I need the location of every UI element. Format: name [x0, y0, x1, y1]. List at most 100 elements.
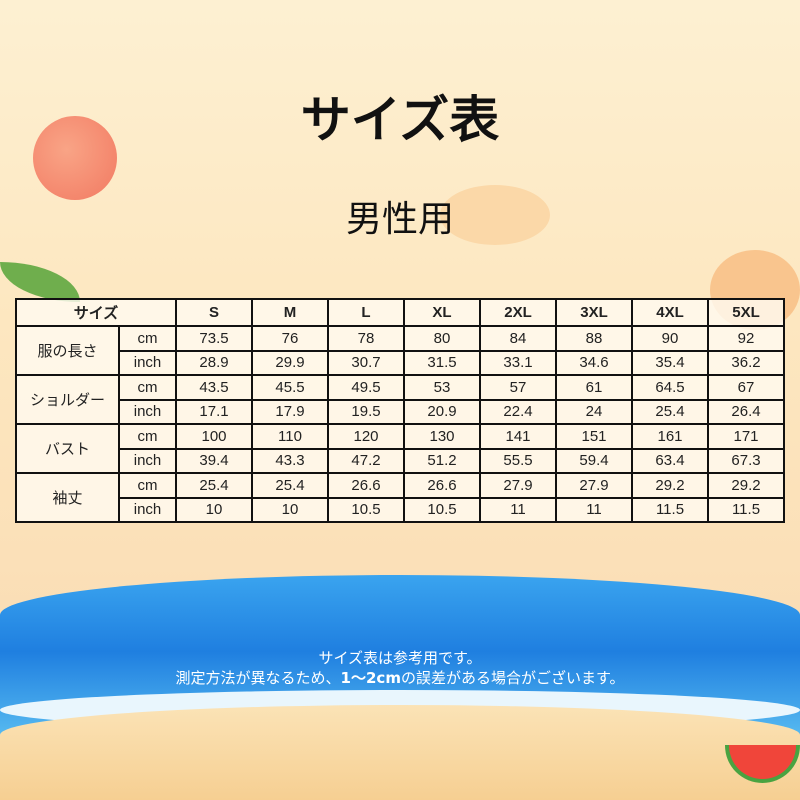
value-cell: 29.9	[251, 349, 329, 376]
value-cell: 17.9	[251, 398, 329, 425]
value-cell: 33.1	[479, 349, 557, 376]
cloud-decoration	[440, 185, 550, 245]
size-table: サイズ S M L XL 2XL 3XL 4XL 5XL 服の長さ cm 73.5 76 78 80 84…	[15, 298, 785, 523]
value-cell: 39.4	[175, 447, 253, 474]
value-cell: 36.2	[707, 349, 785, 376]
value-cell: 25.4	[631, 398, 709, 425]
unit-cell: cm	[118, 472, 177, 499]
value-cell: 88	[555, 325, 633, 352]
size-header: XL	[403, 298, 481, 327]
value-cell: 45.5	[251, 374, 329, 401]
value-cell: 26.6	[403, 472, 481, 499]
value-cell: 29.2	[631, 472, 709, 499]
table-row: inch 28.9 29.9 30.7 31.5 33.1 34.6 35.4 36.2	[16, 349, 785, 376]
table-row: inch 10 10 10.5 10.5 11 11 11.5 11.5	[16, 496, 785, 523]
value-cell: 92	[707, 325, 785, 352]
value-cell: 35.4	[631, 349, 709, 376]
note-bold: 1～2cm	[340, 669, 401, 687]
value-cell: 43.5	[175, 374, 253, 401]
value-cell: 64.5	[631, 374, 709, 401]
unit-cell: cm	[118, 374, 177, 401]
value-cell: 80	[403, 325, 481, 352]
sand-decoration	[0, 705, 800, 800]
value-cell: 11.5	[631, 496, 709, 523]
measurement-label: バスト	[15, 423, 120, 474]
value-cell: 151	[555, 423, 633, 450]
size-header: 5XL	[707, 298, 785, 327]
note-line-2: 測定方法が異なるため、1～2cmの誤差がある場合がございます。	[0, 668, 800, 688]
note-line-1: サイズ表は参考用です。	[318, 649, 482, 667]
measurement-label: 袖丈	[15, 472, 120, 523]
value-cell: 63.4	[631, 447, 709, 474]
size-header: 2XL	[479, 298, 557, 327]
value-cell: 53	[403, 374, 481, 401]
value-cell: 11	[479, 496, 557, 523]
note-suffix: の誤差がある場合がございます。	[400, 669, 625, 687]
value-cell: 11.5	[707, 496, 785, 523]
value-cell: 130	[403, 423, 481, 450]
table-row: inch 39.4 43.3 47.2 51.2 55.5 59.4 63.4 67.3	[16, 447, 785, 474]
value-cell: 67	[707, 374, 785, 401]
corner-label: サイズ	[15, 298, 177, 327]
unit-cell: cm	[118, 325, 177, 352]
unit-cell: cm	[118, 423, 177, 450]
unit-cell: inch	[118, 349, 177, 376]
value-cell: 10.5	[403, 496, 481, 523]
leaf-decoration	[0, 262, 80, 302]
value-cell: 20.9	[403, 398, 481, 425]
value-cell: 10	[251, 496, 329, 523]
page-subtitle: 男性用	[345, 199, 454, 240]
value-cell: 120	[327, 423, 405, 450]
value-cell: 26.6	[327, 472, 405, 499]
value-cell: 90	[631, 325, 709, 352]
value-cell: 29.2	[707, 472, 785, 499]
size-header: S	[175, 298, 253, 327]
value-cell: 25.4	[251, 472, 329, 499]
value-cell: 100	[175, 423, 253, 450]
value-cell: 141	[479, 423, 557, 450]
unit-cell: inch	[118, 496, 177, 523]
value-cell: 34.6	[555, 349, 633, 376]
value-cell: 31.5	[403, 349, 481, 376]
table-row: バスト cm 100 110 120 130 141 151 161 171	[15, 423, 785, 474]
size-header: L	[327, 298, 405, 327]
size-header: 4XL	[631, 298, 709, 327]
value-cell: 19.5	[327, 398, 405, 425]
value-cell: 10	[175, 496, 253, 523]
value-cell: 47.2	[327, 447, 405, 474]
size-header: M	[251, 298, 329, 327]
value-cell: 67.3	[707, 447, 785, 474]
value-cell: 161	[631, 423, 709, 450]
value-cell: 27.9	[479, 472, 557, 499]
value-cell: 110	[251, 423, 329, 450]
table-row: inch 17.1 17.9 19.5 20.9 22.4 24 25.4 26.4	[16, 398, 785, 425]
value-cell: 49.5	[327, 374, 405, 401]
unit-cell: inch	[118, 447, 177, 474]
value-cell: 171	[707, 423, 785, 450]
value-cell: 28.9	[175, 349, 253, 376]
note-prefix: 測定方法が異なるため、	[175, 669, 341, 687]
value-cell: 51.2	[403, 447, 481, 474]
unit-cell: inch	[118, 398, 177, 425]
value-cell: 30.7	[327, 349, 405, 376]
value-cell: 76	[251, 325, 329, 352]
value-cell: 61	[555, 374, 633, 401]
value-cell: 17.1	[175, 398, 253, 425]
table-row: 服の長さ cm 73.5 76 78 80 84 88 90 92	[15, 325, 785, 376]
page-title: サイズ表	[300, 91, 500, 149]
table-row: ショルダー cm 43.5 45.5 49.5 53 57 61 64.5 67	[15, 374, 785, 425]
value-cell: 55.5	[479, 447, 557, 474]
value-cell: 25.4	[175, 472, 253, 499]
value-cell: 27.9	[555, 472, 633, 499]
value-cell: 59.4	[555, 447, 633, 474]
measurement-label: ショルダー	[15, 374, 120, 425]
measurement-label: 服の長さ	[15, 325, 120, 376]
value-cell: 73.5	[175, 325, 253, 352]
header-row: サイズ S M L XL 2XL 3XL 4XL 5XL	[15, 298, 785, 327]
value-cell: 10.5	[327, 496, 405, 523]
value-cell: 11	[555, 496, 633, 523]
value-cell: 43.3	[251, 447, 329, 474]
value-cell: 26.4	[707, 398, 785, 425]
table-row: 袖丈 cm 25.4 25.4 26.6 26.6 27.9 27.9 29.2 29.2	[15, 472, 785, 523]
size-header: 3XL	[555, 298, 633, 327]
